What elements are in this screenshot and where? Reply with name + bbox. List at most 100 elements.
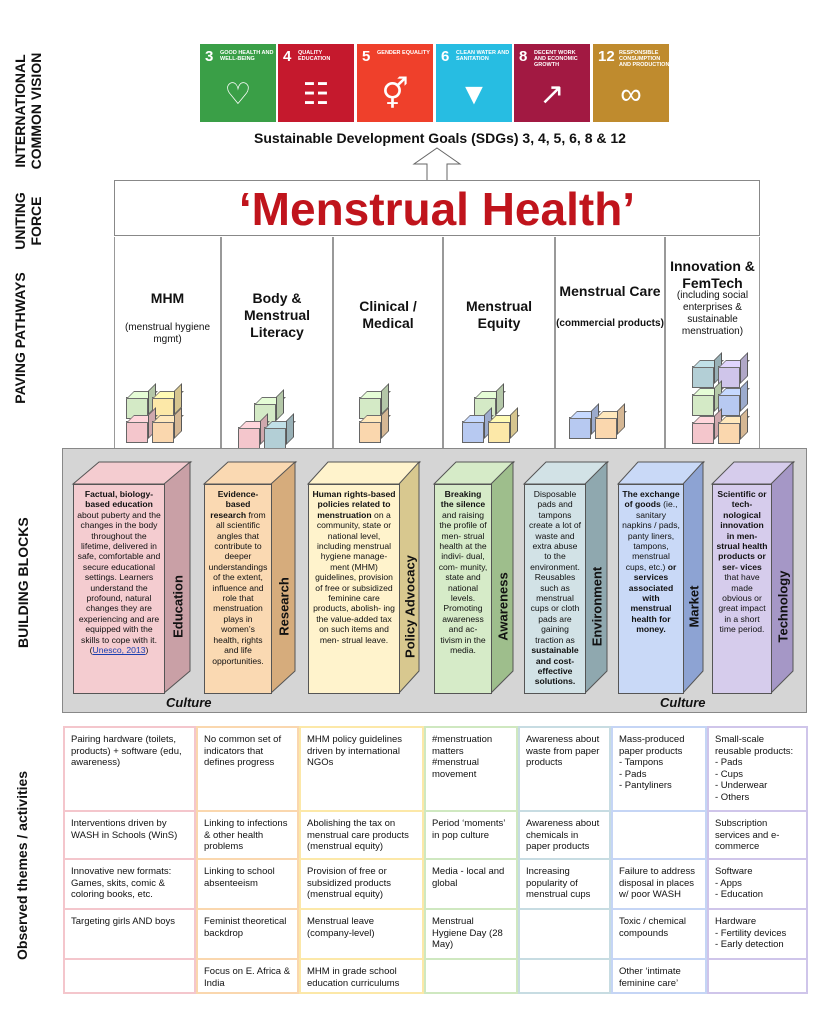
theme-cell: Increasing popularity of menstrual cups <box>518 858 611 908</box>
pillar-title: Innovation & FemTech <box>670 258 755 291</box>
menstrual-health-banner: ‘Menstrual Health’ <box>114 180 760 236</box>
theme-text: Media - local and global <box>432 866 505 889</box>
up-arrow-icon <box>412 147 462 182</box>
theme-cell: Toxic / chemical compounds <box>611 908 707 958</box>
block-label: Education <box>170 575 186 638</box>
theme-text: Pairing hardware (toilets, products) + s… <box>71 734 182 768</box>
theme-text: Subscription services and e-commerce <box>715 818 780 852</box>
cube-icon <box>488 421 510 443</box>
citation-link[interactable]: Unesco, 2013 <box>92 645 146 656</box>
sdg-title: GENDER EQUALITY <box>377 50 430 56</box>
theme-cell: Provision of free or subsidized products… <box>299 858 424 908</box>
theme-cell: Targeting girls AND boys <box>63 908 196 958</box>
sdg-tile-4: 4 QUALITY EDUCATION ☷ <box>278 44 354 122</box>
cube-icon <box>595 417 617 439</box>
theme-cell: Linking to school absenteeism <box>196 858 299 908</box>
block-bold-text: Human rights-based policies related to m… <box>312 489 396 520</box>
theme-text: Toxic / chemical compounds <box>619 916 687 939</box>
block-front-face: Disposable pads and tampons create a lot… <box>524 484 586 694</box>
theme-cell: Awareness about chemicals in paper produ… <box>518 810 611 858</box>
sdg-title: QUALITY EDUCATION <box>298 50 331 62</box>
theme-cell: Period ‘moments’ in pop culture <box>424 810 518 858</box>
theme-cell: No common set of indicators that defines… <box>196 726 299 810</box>
theme-text: Menstrual leave (company-level) <box>307 916 375 939</box>
block-front-face: Evidence-based research from all scienti… <box>204 484 272 694</box>
book-icon: ☷ <box>302 78 330 111</box>
theme-text: MHM in grade school education curriculum… <box>307 966 400 989</box>
theme-text: Period ‘moments’ in pop culture <box>432 818 506 841</box>
theme-text: Mass-produced paper products - Tampons -… <box>619 734 685 791</box>
theme-cell: MHM policy guidelines driven by internat… <box>299 726 424 810</box>
theme-cell: Interventions driven by WASH in Schools … <box>63 810 196 858</box>
theme-text: Failure to address disposal in places w/… <box>619 866 696 900</box>
block-front-face: Scientific or tech- nological innovation… <box>712 484 772 694</box>
growth-chart-icon: ↗ <box>539 78 565 111</box>
pillar-subtitle: (including social enterprises & sustaina… <box>676 290 749 337</box>
block-label: Research <box>276 577 292 636</box>
block-text: that have made obvious or great impact i… <box>718 572 766 635</box>
sdg-number: 6 <box>441 48 450 65</box>
theme-cell: Innovative new formats: Games, skits, co… <box>63 858 196 908</box>
theme-cell <box>63 958 196 994</box>
pillar-title: Body & Menstrual Literacy <box>243 290 311 340</box>
theme-cell: Menstrual leave (company-level) <box>299 908 424 958</box>
sdg-number: 4 <box>283 48 292 65</box>
block-label: Market <box>686 585 702 628</box>
theme-text: Feminist theoretical backdrop <box>204 916 287 939</box>
theme-text: MHM policy guidelines driven by internat… <box>307 734 403 768</box>
sdg-tile-8: 8 DECENT WORK AND ECONOMIC GROWTH ↗ <box>514 44 590 122</box>
theme-text: Focus on E. Africa & India <box>204 966 291 989</box>
theme-cell: MHM in grade school education curriculum… <box>299 958 424 994</box>
heartbeat-icon: ♡ <box>224 78 252 111</box>
sdg-title: RESPONSIBLE CONSUMPTION AND PRODUCTION <box>619 50 670 68</box>
block-bold-text: The exchange of goods <box>622 489 680 510</box>
theme-text: Awareness about waste from paper product… <box>526 734 600 768</box>
side-label-vision: INTERNATIONAL COMMON VISION <box>12 52 44 170</box>
pillar-subtitle: (menstrual hygiene mgmt) <box>124 322 211 345</box>
theme-cell <box>424 958 518 994</box>
theme-cell <box>518 958 611 994</box>
cube-icon <box>692 422 714 444</box>
block-text: (ie., sanitary napkins / pads, panty lin… <box>622 499 680 572</box>
block-text-tail: ) <box>145 645 149 656</box>
block-bold-text: Factual, biology-based education <box>84 489 154 510</box>
theme-cell: Abolishing the tax on menstrual care pro… <box>299 810 424 858</box>
theme-text: Software - Apps - Education <box>715 866 764 900</box>
theme-cell: Small-scale reusable products: - Pads - … <box>707 726 808 810</box>
block-text: about puberty and the changes in the bod… <box>77 509 161 656</box>
block-front-face: The exchange of goods (ie., sanitary nap… <box>618 484 684 694</box>
cube-icon <box>126 421 148 443</box>
side-label-pathways: PAVING PATHWAYS <box>12 272 28 404</box>
sdg-title: DECENT WORK AND ECONOMIC GROWTH <box>534 50 578 68</box>
block-front-face: Factual, biology-based education about p… <box>73 484 165 694</box>
theme-cell: Pairing hardware (toilets, products) + s… <box>63 726 196 810</box>
sdg-tile-3: 3 GOOD HEALTH AND WELL-BEING ♡ <box>200 44 276 122</box>
theme-cell: Feminist theoretical backdrop <box>196 908 299 958</box>
pillar-title: Menstrual Equity <box>465 298 533 331</box>
sdg-caption: Sustainable Development Goals (SDGs) 3, … <box>254 130 626 146</box>
block-bold-text-2: or services associated with menstrual he… <box>628 561 677 635</box>
block-front-face: Human rights-based policies related to m… <box>308 484 400 694</box>
theme-text: Provision of free or subsidized products… <box>307 866 391 900</box>
theme-cell: Focus on E. Africa & India <box>196 958 299 994</box>
side-label-force: UNITING FORCE <box>12 192 44 250</box>
theme-text: Increasing popularity of menstrual cups <box>526 866 591 900</box>
block-label: Environment <box>589 566 605 647</box>
theme-cell: Mass-produced paper products - Tampons -… <box>611 726 707 810</box>
cube-icon <box>238 427 260 449</box>
theme-cell: Subscription services and e-commerce <box>707 810 808 858</box>
cube-icon <box>359 421 381 443</box>
cube-icon <box>569 417 591 439</box>
theme-text: Awareness about chemicals in paper produ… <box>526 818 600 852</box>
theme-cell: Linking to infections & other health pro… <box>196 810 299 858</box>
water-drop-icon: ▼ <box>459 78 489 111</box>
block-bold-text: Scientific or tech- nological innovation… <box>716 489 768 572</box>
block-label: Policy Advocacy <box>402 555 418 658</box>
theme-cell <box>707 958 808 994</box>
side-label-blocks: BUILDING BLOCKS <box>15 517 31 648</box>
pillar-title: Clinical / Medical <box>359 298 417 331</box>
sdg-tile-12: 12 RESPONSIBLE CONSUMPTION AND PRODUCTION… <box>593 44 669 122</box>
banner-title: ‘Menstrual Health’ <box>238 183 636 235</box>
cube-icon <box>462 421 484 443</box>
sdg-tile-6: 6 CLEAN WATER AND SANITATION ▼ <box>436 44 512 122</box>
